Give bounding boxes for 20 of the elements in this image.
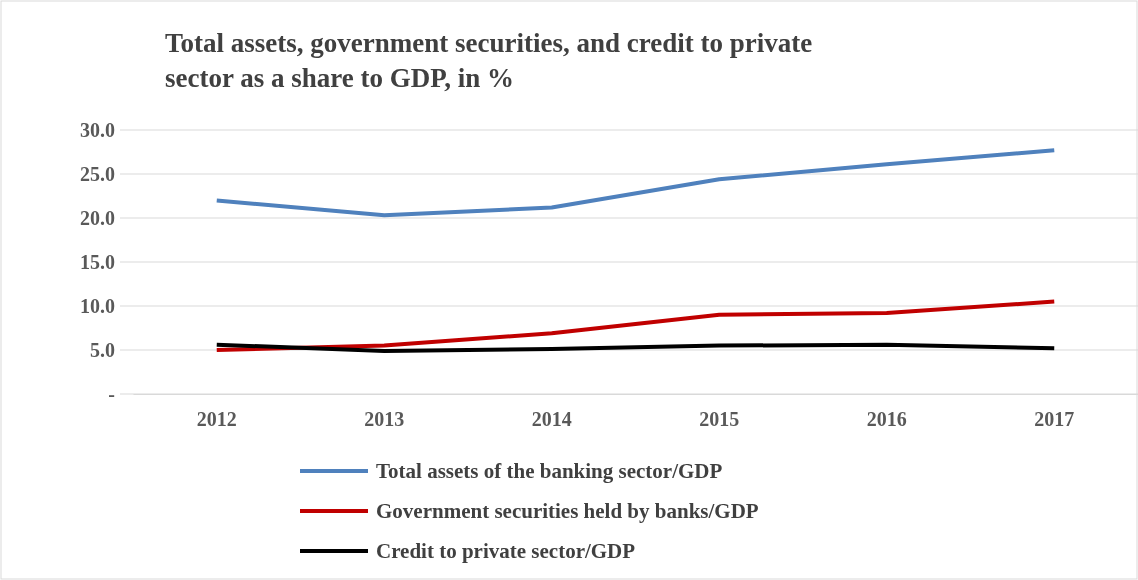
x-tick-label: 2014: [531, 408, 572, 431]
x-tick-label: 2013: [364, 408, 405, 431]
chart-title: Total assets, government securities, and credit to private sector as a share to GDP, in %: [165, 28, 813, 93]
line-series: [214, 342, 1057, 353]
line-series: [214, 299, 1057, 352]
y-tick-label: 10.0: [80, 294, 115, 317]
y-tick-label: 30.0: [80, 118, 115, 141]
y-tick-label: -: [108, 382, 115, 405]
legend-label: Total assets of the banking sector/GDP: [376, 459, 723, 483]
x-tick-label: 2012: [196, 408, 237, 431]
y-tick-label: 25.0: [80, 162, 115, 185]
line-series: [214, 148, 1057, 218]
legend-label: Government securities held by banks/GDP: [376, 499, 759, 523]
x-tick-label: 2016: [866, 408, 907, 431]
y-tick-label: 15.0: [80, 250, 115, 273]
y-tick-label: 5.0: [90, 338, 115, 361]
legend-label: Credit to private sector/GDP: [376, 539, 636, 563]
x-tick-label: 2017: [1034, 408, 1075, 431]
x-tick-label: 2015: [699, 408, 740, 431]
y-tick-label: 20.0: [80, 206, 115, 229]
